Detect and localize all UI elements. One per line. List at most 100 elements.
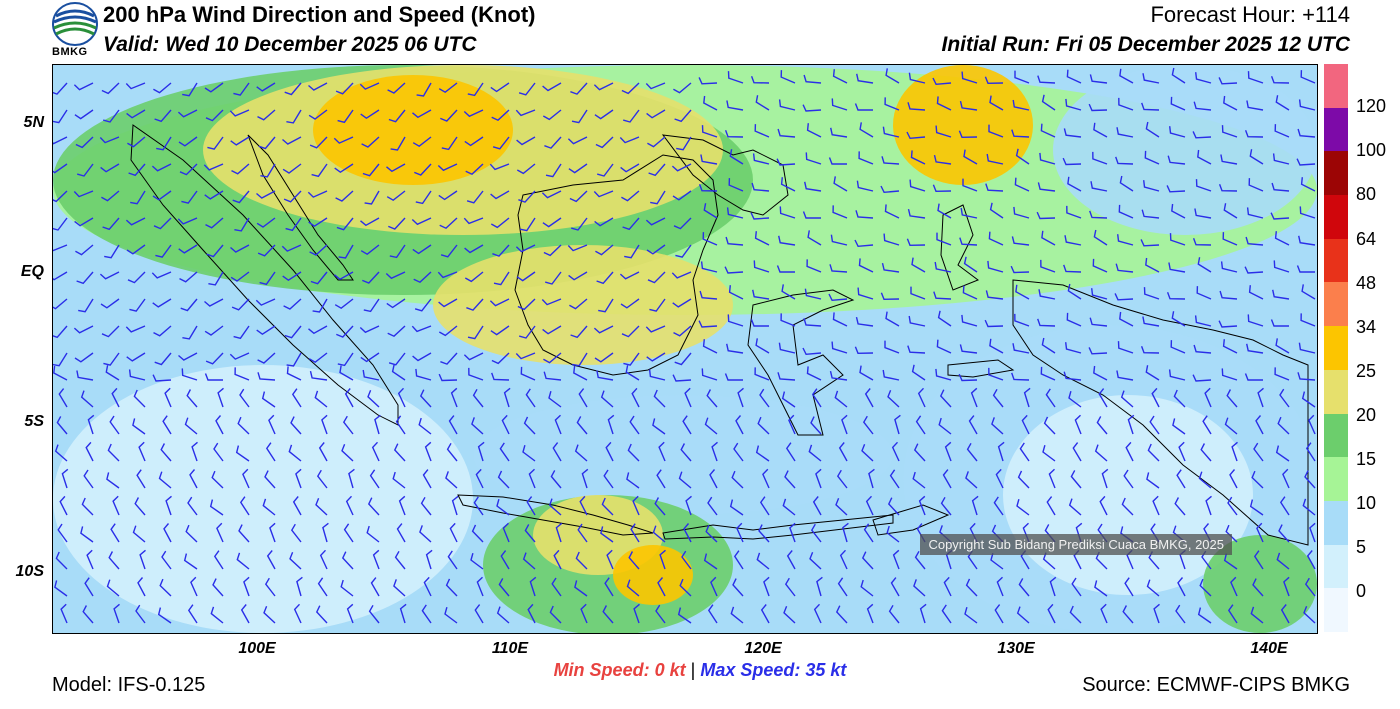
wind-barb (158, 471, 172, 489)
wind-barb (1043, 416, 1056, 435)
wind-barb (619, 271, 640, 280)
wind-barb (939, 389, 952, 408)
legend-label-120: 120 (1356, 96, 1387, 116)
wind-barb (524, 524, 536, 543)
wind-barb (179, 163, 198, 176)
wind-barb (1250, 606, 1264, 624)
wind-barb (882, 126, 900, 138)
wind-barb (414, 298, 432, 312)
wind-barb (1122, 605, 1134, 624)
wind-barb (1282, 468, 1290, 489)
wind-barb (1166, 291, 1186, 300)
wind-barb (856, 73, 874, 84)
wind-barb (492, 136, 510, 150)
wind-barb (73, 190, 94, 198)
wind-map: Copyright Sub Bidang Prediksi Cuaca BMKG… (52, 64, 1318, 634)
wind-barb (392, 471, 406, 489)
wind-barb (285, 217, 302, 232)
wind-barb (1144, 150, 1160, 165)
data-source: Source: ECMWF-CIPS BMKG (1082, 674, 1350, 696)
wind-barb (398, 495, 406, 516)
wind-barb (755, 445, 770, 462)
wind-barb (360, 352, 380, 363)
wind-barb (450, 387, 458, 408)
wind-barb (1016, 606, 1030, 624)
wind-barb (126, 109, 146, 119)
wind-barb (593, 82, 614, 91)
wind-barb (76, 271, 94, 285)
wind-barb (440, 244, 458, 258)
wind-barb (100, 298, 120, 309)
wind-barb (964, 607, 978, 624)
wind-barb (603, 469, 614, 489)
wind-barb (363, 298, 380, 313)
speed-shading (313, 75, 513, 185)
wind-barb (1092, 258, 1108, 273)
wind-barb (1297, 372, 1316, 381)
max-speed-value: 35 kt (805, 660, 847, 680)
wind-barb (366, 525, 380, 543)
wind-barb (541, 298, 562, 306)
wind-barb (316, 469, 328, 489)
lat-label-5s: 5S (24, 413, 44, 430)
wind-barb (230, 244, 250, 253)
wind-barb (260, 163, 276, 178)
wind-barb (1171, 311, 1186, 327)
wind-barb (1299, 206, 1316, 219)
wind-barb (309, 136, 328, 149)
min-speed-label: Min Speed: (553, 660, 650, 680)
wind-barb (419, 389, 432, 408)
wind-barb (681, 550, 692, 570)
wind-barb (189, 469, 198, 489)
wind-barb (337, 109, 354, 124)
wind-barb (595, 244, 614, 256)
wind-barb (1248, 178, 1264, 192)
wind-barb (1121, 497, 1134, 516)
island-philippines-mindanao (661, 134, 789, 216)
wind-barb (1196, 286, 1212, 300)
wind-barb (915, 415, 926, 435)
wind-barb (489, 163, 510, 171)
wind-barb (699, 290, 718, 300)
wind-barb (394, 550, 406, 570)
wind-barb (438, 373, 458, 382)
wind-barb (164, 387, 172, 408)
speed-shading (893, 65, 1033, 185)
wind-barb (181, 368, 198, 381)
wind-barb (780, 177, 796, 192)
wind-barb (777, 372, 796, 381)
wind-barb (887, 497, 900, 516)
wind-barb (53, 190, 68, 203)
wind-barb (187, 496, 198, 516)
wind-barb (736, 522, 744, 543)
wind-barb (758, 524, 770, 543)
wind-barb (60, 603, 68, 624)
wind-barb (811, 388, 822, 408)
wind-barb (239, 388, 250, 408)
wind-barb (935, 125, 952, 138)
wind-barb (815, 468, 822, 489)
wind-barb (553, 549, 562, 570)
wind-barb (887, 390, 900, 408)
wind-barb (706, 389, 718, 408)
wind-barb (205, 109, 224, 122)
wind-barb (1302, 498, 1316, 516)
wind-barb (211, 470, 224, 489)
wind-barb (880, 185, 900, 194)
wind-barb (308, 325, 328, 335)
wind-barb (137, 577, 146, 597)
wind-barb (1168, 262, 1186, 273)
wind-barb (396, 523, 406, 543)
wind-barb (648, 163, 666, 177)
wind-barb (555, 522, 563, 543)
wind-barb (369, 469, 380, 489)
wind-barb (1249, 499, 1264, 516)
wind-barb (542, 109, 562, 121)
wind-barb (362, 163, 380, 177)
wind-barb (571, 217, 588, 231)
wind-barb (963, 149, 978, 165)
wind-barb (835, 605, 848, 624)
wind-barb (393, 443, 406, 462)
wind-barb (449, 522, 458, 543)
wind-barb (204, 190, 224, 200)
